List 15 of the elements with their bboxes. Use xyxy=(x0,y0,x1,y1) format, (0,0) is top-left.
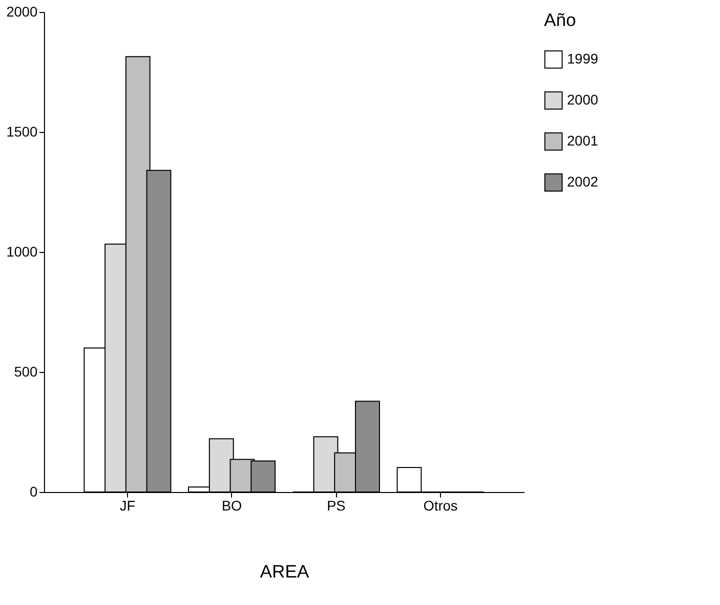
legend-label: 2000 xyxy=(567,92,598,108)
y-tick-label: 0 xyxy=(30,484,38,500)
y-tick-label: 500 xyxy=(14,364,38,380)
x-tick-label: BO xyxy=(222,498,242,514)
x-tick-label: Otros xyxy=(423,498,458,514)
x-tick-label: JF xyxy=(120,498,136,514)
legend-label: 1999 xyxy=(567,50,598,66)
y-tick-label: 2000 xyxy=(6,4,38,20)
legend-title: Año xyxy=(544,10,576,30)
y-tick-label: 1000 xyxy=(6,244,38,260)
y-tick-label: 1500 xyxy=(6,124,38,140)
x-tick-label: PS xyxy=(326,498,346,514)
x-axis-title: AREA xyxy=(260,562,310,582)
legend-label: 2002 xyxy=(567,174,598,190)
legend-label: 2001 xyxy=(567,132,598,148)
